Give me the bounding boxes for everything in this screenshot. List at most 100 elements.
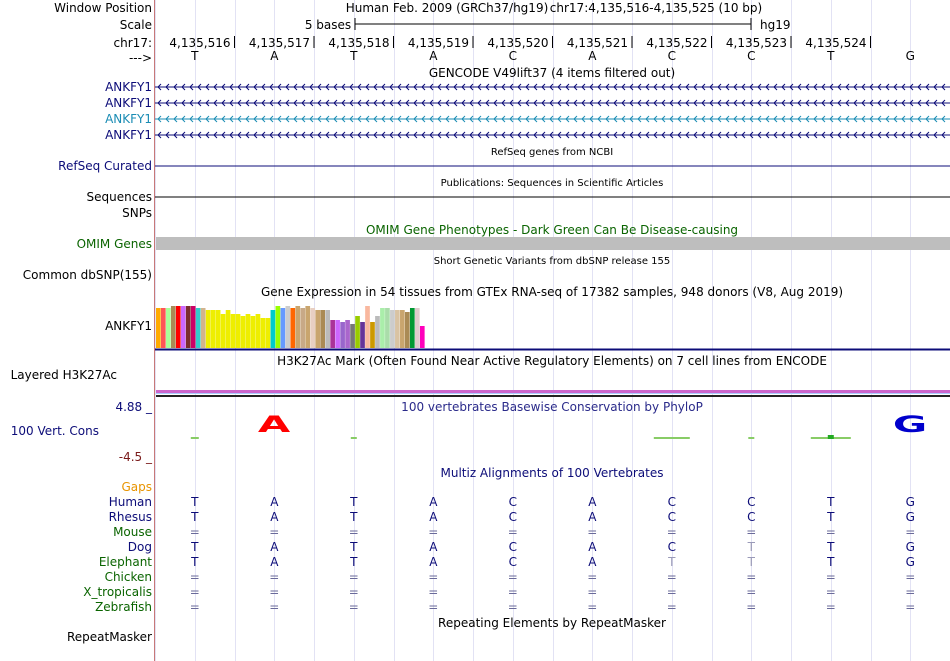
strand-arrow xyxy=(613,115,618,123)
gtex-tissue-bar xyxy=(255,314,261,348)
gencode-label-1[interactable]: ANKFY1 xyxy=(105,80,152,94)
strand-arrow xyxy=(197,131,202,139)
strand-arrow xyxy=(693,131,698,139)
alignment-base: = xyxy=(348,570,359,584)
strand-arrow xyxy=(549,131,554,139)
snps-label[interactable]: SNPs xyxy=(122,206,152,220)
h3k27ac-magenta-band xyxy=(156,390,950,393)
h3k27ac-label[interactable]: Layered H3K27Ac xyxy=(10,368,117,382)
strand-arrow xyxy=(301,115,306,123)
grid-line xyxy=(512,0,514,661)
species-label-rhesus[interactable]: Rhesus xyxy=(108,510,152,524)
gtex-tissue-bar xyxy=(195,308,201,348)
h3k27ac-blue-band xyxy=(156,393,950,394)
strand-arrow xyxy=(749,131,754,139)
strand-arrow xyxy=(541,83,546,91)
strand-arrow xyxy=(421,83,426,91)
omim-label[interactable]: OMIM Genes xyxy=(76,237,152,251)
strand-arrow xyxy=(677,115,682,123)
strand-arrow xyxy=(445,131,450,139)
strand-arrow xyxy=(485,131,490,139)
reference-base: A xyxy=(429,49,438,63)
strand-arrow xyxy=(405,115,410,123)
strand-arrow xyxy=(669,115,674,123)
alignment-base: = xyxy=(507,585,518,599)
strand-arrow xyxy=(693,83,698,91)
strand-arrow xyxy=(165,83,170,91)
strand-arrow xyxy=(725,83,730,91)
alignment-base: C xyxy=(508,555,517,569)
species-label-mouse[interactable]: Mouse xyxy=(113,525,152,539)
publications-label[interactable]: Sequences xyxy=(86,190,152,204)
strand-arrow xyxy=(421,99,426,107)
gencode-label-4[interactable]: ANKFY1 xyxy=(105,128,152,142)
cons-label[interactable]: 100 Vert. Cons xyxy=(10,424,99,438)
strand-arrow xyxy=(805,83,810,91)
species-label-dog[interactable]: Dog xyxy=(127,540,152,554)
strand-arrow xyxy=(621,99,626,107)
strand-arrow xyxy=(917,83,922,91)
species-label-human[interactable]: Human xyxy=(108,495,152,509)
strand-arrow xyxy=(845,99,850,107)
grid-line xyxy=(592,0,594,661)
strand-arrow xyxy=(909,115,914,123)
strand-arrow xyxy=(901,131,906,139)
strand-arrow xyxy=(293,131,298,139)
dbsnp-label[interactable]: Common dbSNP(155) xyxy=(22,268,152,282)
strand-arrow xyxy=(885,99,890,107)
strand-arrow xyxy=(669,83,674,91)
cons-min-label: -4.5 _ xyxy=(118,450,152,464)
gtex-tissue-bar xyxy=(205,310,211,348)
strand-arrow xyxy=(429,99,434,107)
species-label-elephant[interactable]: Elephant xyxy=(98,555,152,569)
species-label-x_tropicalis[interactable]: X_tropicalis xyxy=(83,585,152,599)
grid-line xyxy=(473,0,474,661)
gencode-label-3[interactable]: ANKFY1 xyxy=(105,112,152,126)
omim-bar xyxy=(156,237,950,250)
strand-arrow xyxy=(293,99,298,107)
strand-arrow xyxy=(229,115,234,123)
refseq-label[interactable]: RefSeq Curated xyxy=(58,159,152,173)
strand-arrow xyxy=(901,99,906,107)
alignment-base: = xyxy=(269,600,280,614)
strand-arrow xyxy=(869,83,874,91)
gencode-label-2[interactable]: ANKFY1 xyxy=(105,96,152,110)
strand-arrow xyxy=(845,131,850,139)
species-label-zebrafish[interactable]: Zebrafish xyxy=(95,600,152,614)
phylop-signal xyxy=(653,437,690,439)
alignment-base: T xyxy=(747,540,755,554)
strand-arrow xyxy=(789,131,794,139)
strand-arrow xyxy=(637,99,642,107)
strand-arrow xyxy=(533,115,538,123)
alignment-base: = xyxy=(428,600,439,614)
grid-line xyxy=(155,0,156,661)
strand-arrow xyxy=(717,99,722,107)
strand-arrow xyxy=(637,83,642,91)
strand-arrow xyxy=(373,99,378,107)
strand-arrow xyxy=(205,115,210,123)
gtex-label[interactable]: ANKFY1 xyxy=(105,319,152,333)
species-label-chicken[interactable]: Chicken xyxy=(104,570,152,584)
repeatmasker-label[interactable]: RepeatMasker xyxy=(66,630,152,644)
strand-arrow xyxy=(517,115,522,123)
strand-arrow xyxy=(485,83,490,91)
strand-arrow xyxy=(821,83,826,91)
gtex-tissue-bar xyxy=(225,310,231,348)
phylop-signal xyxy=(350,437,357,439)
strand-arrow xyxy=(677,83,682,91)
strand-arrow xyxy=(197,83,202,91)
strand-arrow xyxy=(733,83,738,91)
gtex-tissue-bar xyxy=(230,314,236,348)
strand-arrow xyxy=(237,99,242,107)
alignment-base: A xyxy=(588,555,597,569)
publications-title: Publications: Sequences in Scientific Ar… xyxy=(440,178,664,189)
strand-arrow xyxy=(357,115,362,123)
strand-arrow xyxy=(693,99,698,107)
strand-arrow xyxy=(877,83,882,91)
strand-arrow xyxy=(277,115,282,123)
strand-arrow xyxy=(565,131,570,139)
strand-arrow xyxy=(373,115,378,123)
strand-arrow xyxy=(845,115,850,123)
reference-base: C xyxy=(667,49,676,63)
gtex-tissue-bar xyxy=(185,306,191,348)
